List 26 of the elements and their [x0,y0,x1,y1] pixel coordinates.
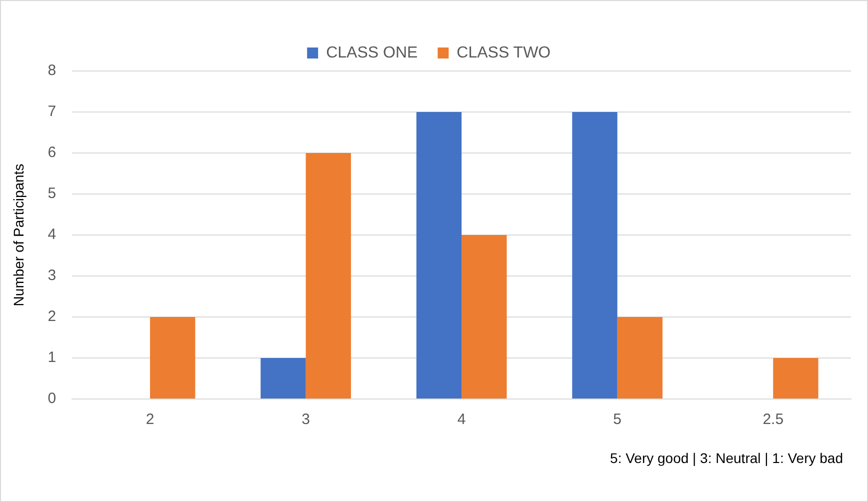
y-tick-label: 3 [48,267,56,284]
bar [150,317,196,398]
y-tick-label: 0 [48,390,56,408]
bar [306,153,351,398]
bar [462,235,507,398]
bar [260,358,306,398]
y-tick-label: 8 [48,62,56,80]
x-tick-label: 5 [613,411,622,428]
text: 5: Very good | 3: Neutral | 1: Very bad [610,450,843,466]
x-tick-label: 2 [146,411,154,428]
bar [572,112,618,398]
y-tick-label: 4 [48,226,56,244]
legend-label: CLASS ONE [326,44,418,62]
y-tick-label: 2 [48,308,56,326]
legend-label: CLASS TWO [456,44,551,62]
y-tick-label: 1 [48,349,56,366]
y-tick-label: 7 [48,103,56,120]
y-tick-label: 6 [48,144,56,162]
bar [773,358,818,398]
x-tick-label: 2.5 [762,411,784,428]
x-tick-label: 3 [302,411,310,428]
bar [617,317,663,398]
x-tick-label: 4 [457,411,466,428]
y-axis-title: Number of Participants [10,164,26,306]
bar [416,112,462,398]
y-tick-label: 5 [48,185,56,202]
